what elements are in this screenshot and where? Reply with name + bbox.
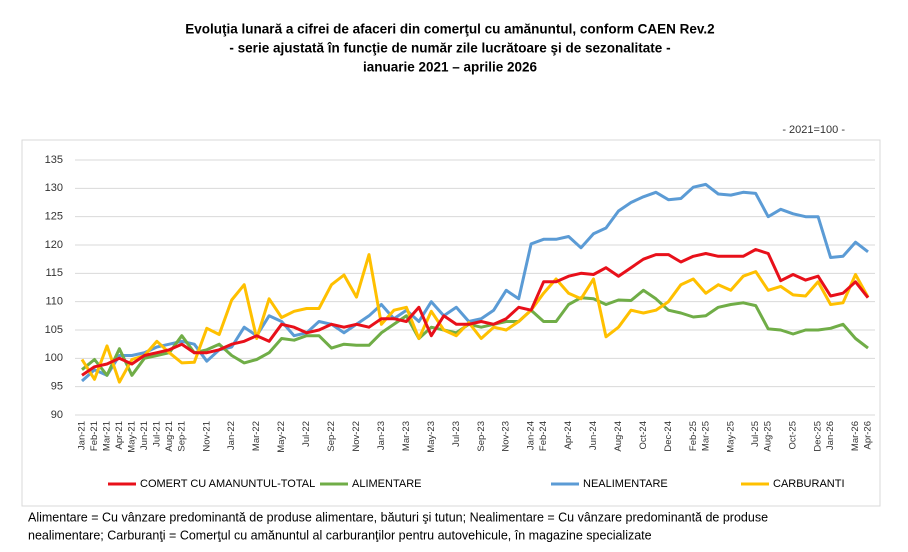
y-tick-label: 100 [45,352,63,364]
chart-border [21,139,881,507]
y-tick-label: 130 [45,182,63,194]
x-tick-label: Feb-21 [89,421,100,451]
x-tick-label: Aug-25 [763,421,774,452]
x-tick-label: Mar-22 [251,421,262,451]
x-tick-label: Jan-23 [376,421,387,450]
x-tick-label: Jan-24 [526,421,537,450]
x-tick-label: Apr-21 [114,421,125,450]
unit-note: - 2021=100 - [782,124,845,136]
legend-label: COMERT CU AMANUNTUL-TOTAL [140,478,315,490]
chart-subtitle: - serie ajustată în funcţie de număr zil… [229,41,670,56]
x-tick-label: Jul-25 [750,421,761,447]
x-tick-label: Nov-23 [501,421,512,452]
x-tick-label: Dec-24 [663,421,674,452]
series-line [81,248,870,377]
y-tick-label: 110 [45,296,63,308]
x-tick-label: Oct-24 [638,421,649,450]
x-tick-label: Jul-23 [451,421,462,447]
series-line [80,253,870,384]
x-tick-label: Mar-26 [850,421,861,451]
legend-label: NEALIMENTARE [583,478,668,490]
x-tick-label: Sep-21 [176,421,187,452]
x-tick-label: May-25 [725,421,736,453]
x-tick-label: Jun-21 [139,421,150,450]
y-tick-label: 120 [45,239,63,251]
footnote: nealimentare; Carburanţi = Comerţul cu a… [28,528,652,542]
legend-label: ALIMENTARE [352,478,421,490]
x-tick-label: Apr-26 [863,421,874,450]
footnote: Alimentare = Cu vânzare predominantă de … [28,510,768,524]
chart-period: ianuarie 2021 – aprilie 2026 [363,60,538,75]
y-tick-label: 90 [51,409,63,421]
x-tick-label: Nov-21 [201,421,212,452]
x-tick-label: Feb-25 [688,421,699,451]
x-tick-label: Mar-23 [401,421,412,451]
series-line [80,182,869,383]
x-tick-label: Sep-23 [476,421,487,452]
x-tick-label: May-23 [426,421,437,453]
x-tick-label: May-22 [276,421,287,453]
x-tick-label: Jan-26 [825,421,836,450]
y-tick-label: 125 [45,211,63,223]
x-tick-label: Sep-22 [326,421,337,452]
x-tick-label: Mar-25 [700,421,711,451]
x-tick-label: Nov-22 [351,421,362,452]
x-tick-label: Dec-25 [813,421,824,452]
x-tick-label: Mar-21 [101,421,112,451]
series-line [81,288,869,377]
y-tick-label: 115 [45,267,63,279]
x-tick-label: Jan-21 [77,421,88,450]
x-tick-label: Jan-22 [226,421,237,450]
y-tick-label: 135 [45,154,63,166]
x-tick-label: Oct-25 [788,421,799,450]
legend-label: CARBURANTI [773,478,845,490]
chart-title: Evoluţia lunară a cifrei de afaceri din … [185,22,714,37]
x-tick-label: Jul-22 [301,421,312,447]
y-tick-label: 95 [51,381,63,393]
x-tick-label: Aug-21 [164,421,175,452]
x-tick-label: Jun-24 [588,421,599,450]
x-tick-label: Apr-24 [563,421,574,450]
x-tick-label: Jul-21 [151,421,162,447]
y-tick-label: 105 [45,324,63,336]
x-tick-label: Feb-24 [538,421,549,451]
x-tick-label: Aug-24 [613,421,624,452]
x-tick-label: May-21 [126,421,137,453]
